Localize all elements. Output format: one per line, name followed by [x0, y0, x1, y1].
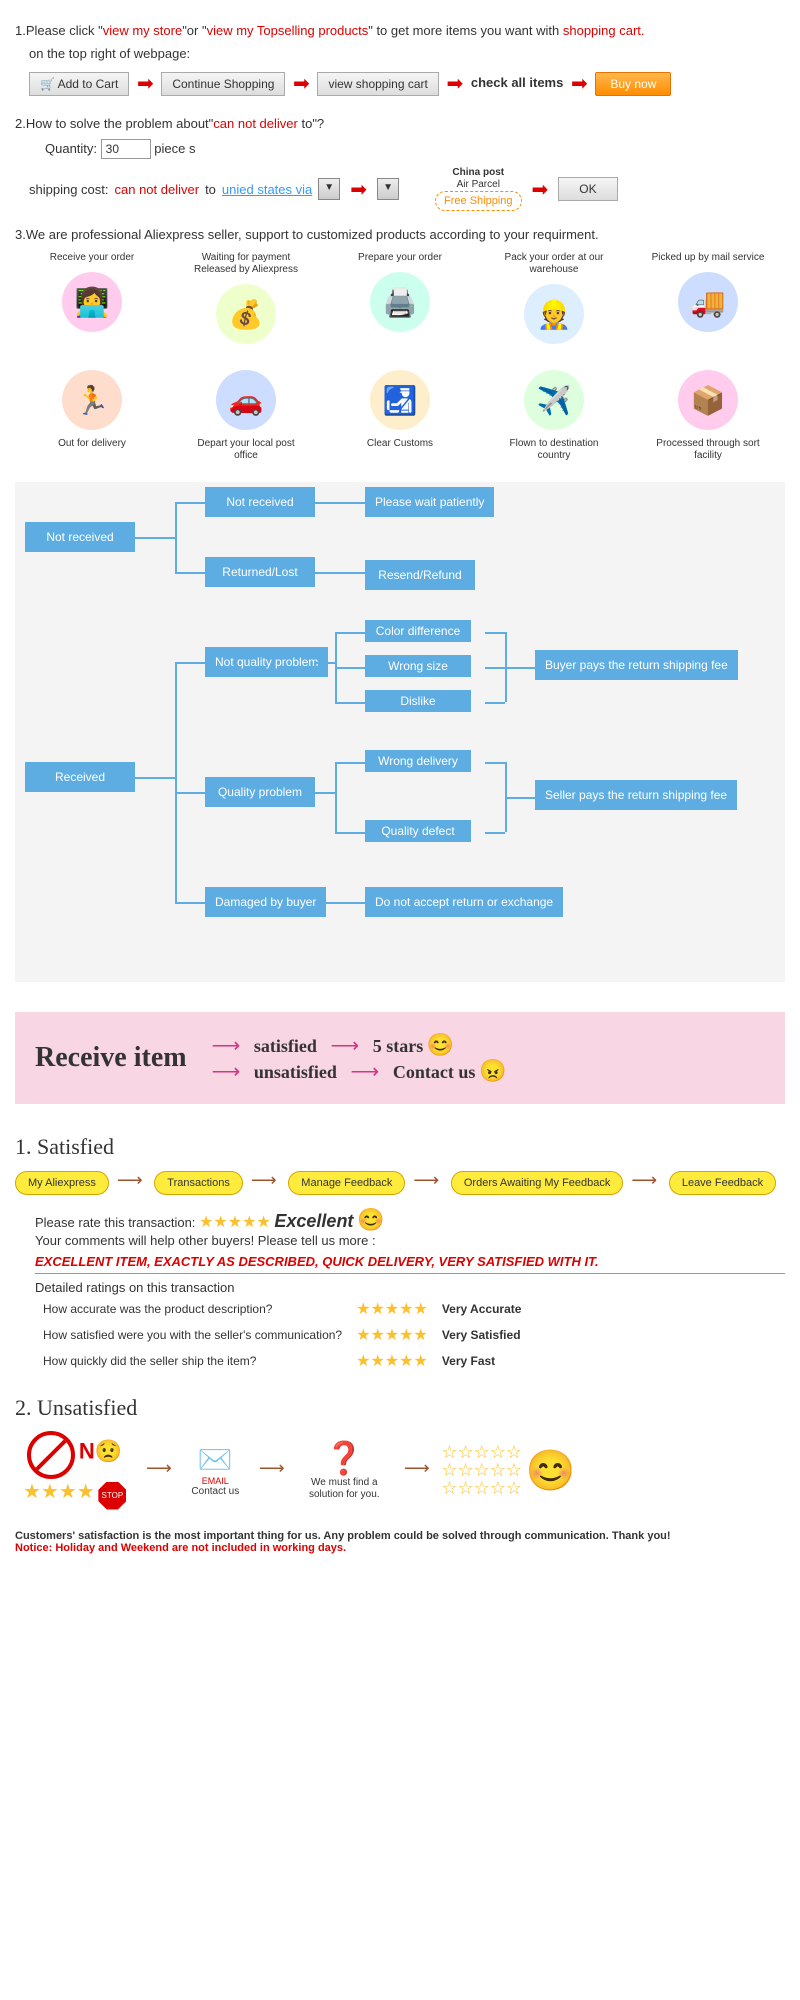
step-leave[interactable]: Leave Feedback — [669, 1171, 776, 1195]
qty-input[interactable]: 30 — [101, 139, 151, 159]
check-items-label: check all items — [471, 75, 564, 90]
continue-shopping-button[interactable]: Continue Shopping — [161, 72, 285, 96]
stop-icon: STOP — [98, 1482, 126, 1510]
question-icon: ❓ — [304, 1439, 384, 1477]
process-row-bottom: 🏃Out for delivery 🚗Depart your local pos… — [15, 362, 785, 462]
arrow-icon: ➡ — [137, 71, 154, 96]
process-row-top: Receive your order👩‍💻 Waiting for paymen… — [15, 252, 785, 352]
chinapost-label: China post — [435, 167, 522, 179]
country-link[interactable]: unied states via — [222, 182, 312, 197]
link-viewstore[interactable]: view my store — [103, 23, 182, 38]
arrow-icon: ➡ — [446, 71, 463, 96]
flow-received: Received — [25, 762, 135, 792]
link-topselling[interactable]: view my Topselling products — [207, 23, 369, 38]
step-feedback[interactable]: Manage Feedback — [288, 1171, 405, 1195]
receive-item-banner: Receive item ⟶ satisfied ⟶ 5 stars 😊 ⟶ u… — [15, 1012, 785, 1104]
dropdown-icon[interactable]: ▼ — [318, 178, 340, 200]
big-smile-icon: 😊 — [526, 1449, 576, 1493]
arrow-icon: ➡ — [350, 177, 367, 202]
intro-3: 3.We are professional Aliexpress seller,… — [15, 227, 785, 242]
flowchart: Not received Not received Please wait pa… — [15, 482, 785, 982]
angry-icon: 😠 — [479, 1058, 506, 1083]
footer-notice: Notice: Holiday and Weekend are not incl… — [15, 1542, 785, 1554]
qty-label: Quantity: — [45, 141, 97, 156]
smile-icon: 😊 — [427, 1032, 454, 1057]
email-icon: ✉️ — [191, 1443, 239, 1476]
satisfied-heading: 1. Satisfied — [15, 1134, 785, 1160]
dropdown-icon[interactable]: ▼ — [377, 178, 399, 200]
link-cart[interactable]: shopping cart. — [563, 23, 645, 38]
step-trans[interactable]: Transactions — [154, 1171, 243, 1195]
q2: 2.How to solve the problem about"can not… — [15, 116, 785, 131]
buy-now-button[interactable]: Buy now — [595, 72, 671, 96]
receive-title: Receive item — [35, 1042, 187, 1074]
flow-not-received: Not received — [25, 522, 135, 552]
intro-1: 1.Please click "view my store"or "view m… — [15, 23, 785, 38]
no-icon — [27, 1431, 75, 1479]
review-text: EXCELLENT ITEM, EXACTLY AS DESCRIBED, QU… — [35, 1254, 785, 1274]
arrow-icon: ➡ — [532, 177, 549, 202]
step-myali[interactable]: My Aliexpress — [15, 1171, 109, 1195]
intro-2: on the top right of webpage: — [29, 46, 785, 61]
unsatisfied-heading: 2. Unsatisfied — [15, 1395, 785, 1421]
star-grid: ☆☆☆☆☆☆☆☆☆☆☆☆☆☆☆ — [441, 1443, 522, 1497]
qty-unit: piece s — [154, 141, 195, 156]
add-to-cart-button[interactable]: 🛒 Add to Cart — [29, 72, 129, 96]
free-shipping-badge: Free Shipping — [435, 191, 522, 211]
rating-table: How accurate was the product description… — [35, 1295, 529, 1375]
step-orders[interactable]: Orders Awaiting My Feedback — [451, 1171, 624, 1195]
arrow-icon: ➡ — [293, 71, 310, 96]
arrow-icon: ➡ — [571, 71, 588, 96]
ok-button[interactable]: OK — [558, 177, 617, 201]
ship-label: shipping cost: — [29, 182, 109, 197]
view-cart-button[interactable]: view shopping cart — [317, 72, 438, 96]
footer-1: Customers' satisfaction is the most impo… — [15, 1530, 785, 1542]
